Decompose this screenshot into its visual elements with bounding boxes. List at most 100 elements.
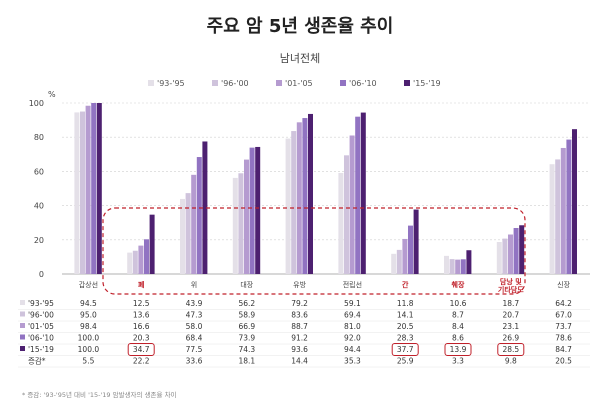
y-tick-label-100: 100 (29, 99, 44, 108)
table-cell-1-0: 95.0 (80, 311, 97, 320)
table-swatch-3 (20, 334, 25, 340)
table-cell-3-8: 26.9 (502, 334, 519, 343)
legend-swatch-4 (404, 80, 410, 86)
table-cell-4-2: 77.5 (186, 345, 203, 354)
table-cell-1-7: 8.7 (452, 311, 464, 320)
table-cell-2-5: 81.0 (344, 322, 361, 331)
table-cell-5-2: 33.6 (186, 357, 203, 366)
y-axis-ticks: 0 20 40 60 80 100 (29, 99, 44, 279)
bar-1-2 (138, 245, 144, 274)
bar-1-0 (127, 252, 133, 274)
bar-6-1 (396, 249, 402, 274)
table-cell-2-2: 58.0 (186, 322, 203, 331)
table-cell-0-3: 56.2 (238, 299, 255, 308)
table-cell-4-4: 93.6 (291, 345, 308, 354)
category-label-8-a: 담낭 및 (500, 277, 522, 286)
table-cell-2-0: 98.4 (80, 322, 97, 331)
table-cell-4-8: 28.5 (502, 345, 519, 354)
table-row-label-3: '06-'10 (28, 334, 54, 343)
category-label-7: 췌장 (452, 280, 465, 289)
table-cell-1-4: 83.6 (291, 311, 308, 320)
table-cell-5-5: 35.3 (344, 357, 361, 366)
bar-7-1 (449, 259, 455, 274)
table-row-label-0: '93-'95 (28, 299, 54, 308)
table-highlight-box-8 (497, 343, 525, 356)
table-cell-3-6: 28.3 (397, 334, 414, 343)
table-row-label-1: '96-'00 (28, 311, 54, 320)
bar-2-0 (180, 198, 185, 274)
table-highlight-box-1 (127, 343, 155, 356)
y-axis-unit: % (48, 90, 56, 99)
legend: '93-'95 '96-'00 '01-'05 '06-'10 '15-'19 (148, 79, 441, 88)
legend-swatch-0 (148, 80, 154, 86)
bar-7-3 (460, 259, 466, 274)
table-cell-4-7: 13.9 (450, 345, 467, 354)
footnote: * 증감: '93-'95년 대비 '15-'19 암발생자의 생존율 차이 (22, 391, 177, 399)
table-cell-1-1: 13.6 (133, 311, 150, 320)
bar-4-2 (296, 122, 302, 274)
bar-2-1 (185, 193, 191, 274)
table-cell-0-6: 11.8 (397, 299, 414, 308)
table-cell-0-9: 64.2 (555, 299, 572, 308)
bar-0-1 (80, 111, 85, 274)
bar-9-0 (549, 164, 555, 274)
bar-6-4 (413, 209, 419, 274)
chart-title: 주요 암 5년 생존율 추이 (206, 16, 394, 37)
table-cell-4-1: 34.7 (133, 345, 150, 354)
bar-6-0 (391, 253, 397, 274)
table-cell-5-0: 5.5 (82, 357, 94, 366)
table-cell-2-1: 16.6 (133, 322, 150, 331)
bar-5-0 (338, 172, 344, 274)
bar-3-3 (249, 147, 255, 274)
legend-label-1: '96-'00 (221, 79, 249, 88)
table-cell-1-8: 20.7 (502, 311, 519, 320)
category-label-1: 폐 (138, 280, 144, 289)
table-cell-0-4: 79.2 (291, 299, 308, 308)
bar-2-3 (196, 157, 202, 274)
table-cell-2-6: 20.5 (397, 322, 414, 331)
y-tick-label-0: 0 (39, 270, 44, 279)
y-tick-label-60: 60 (34, 167, 44, 176)
bar-9-4 (572, 129, 577, 274)
table-cell-1-5: 69.4 (344, 311, 361, 320)
y-tick-label-80: 80 (34, 133, 44, 142)
table-cell-5-3: 18.1 (238, 357, 255, 366)
category-label-0: 갑상선 (79, 280, 98, 289)
table-cell-0-2: 43.9 (186, 299, 203, 308)
bar-1-1 (132, 250, 138, 274)
table-cell-5-8: 9.8 (505, 357, 517, 366)
table-cell-2-7: 8.4 (452, 322, 464, 331)
bar-8-0 (496, 242, 502, 274)
table-cell-5-9: 20.5 (555, 357, 572, 366)
bar-3-0 (232, 177, 238, 274)
highlight-dashed-box (102, 207, 526, 295)
legend-swatch-2 (276, 80, 282, 86)
bar-8-3 (513, 228, 519, 274)
table-cell-2-4: 88.7 (291, 322, 308, 331)
bar-2-4 (202, 141, 208, 274)
bar-5-2 (349, 135, 355, 274)
table-cell-1-6: 14.1 (397, 311, 414, 320)
bar-8-1 (502, 238, 508, 274)
bars (74, 103, 577, 275)
legend-swatch-1 (212, 80, 218, 86)
table-highlight-box-6 (391, 343, 419, 356)
table-cell-5-7: 3.3 (452, 357, 464, 366)
table-cell-3-7: 8.6 (452, 334, 464, 343)
table-cell-0-0: 94.5 (80, 299, 97, 308)
table-cell-3-2: 68.4 (186, 334, 203, 343)
bar-3-1 (238, 173, 244, 274)
table-cell-3-4: 91.2 (291, 334, 308, 343)
table-cell-0-7: 10.6 (450, 299, 467, 308)
category-label-3: 대장 (240, 280, 253, 289)
bar-3-4 (255, 146, 261, 274)
table-cell-2-8: 23.1 (502, 322, 519, 331)
bar-5-1 (344, 155, 349, 274)
table-cell-2-3: 66.9 (238, 322, 255, 331)
table-cell-2-9: 73.7 (555, 322, 572, 331)
table-swatch-2 (20, 323, 25, 328)
bar-4-3 (302, 118, 308, 274)
highlight-box (102, 207, 526, 295)
table-swatch-1 (20, 311, 25, 317)
